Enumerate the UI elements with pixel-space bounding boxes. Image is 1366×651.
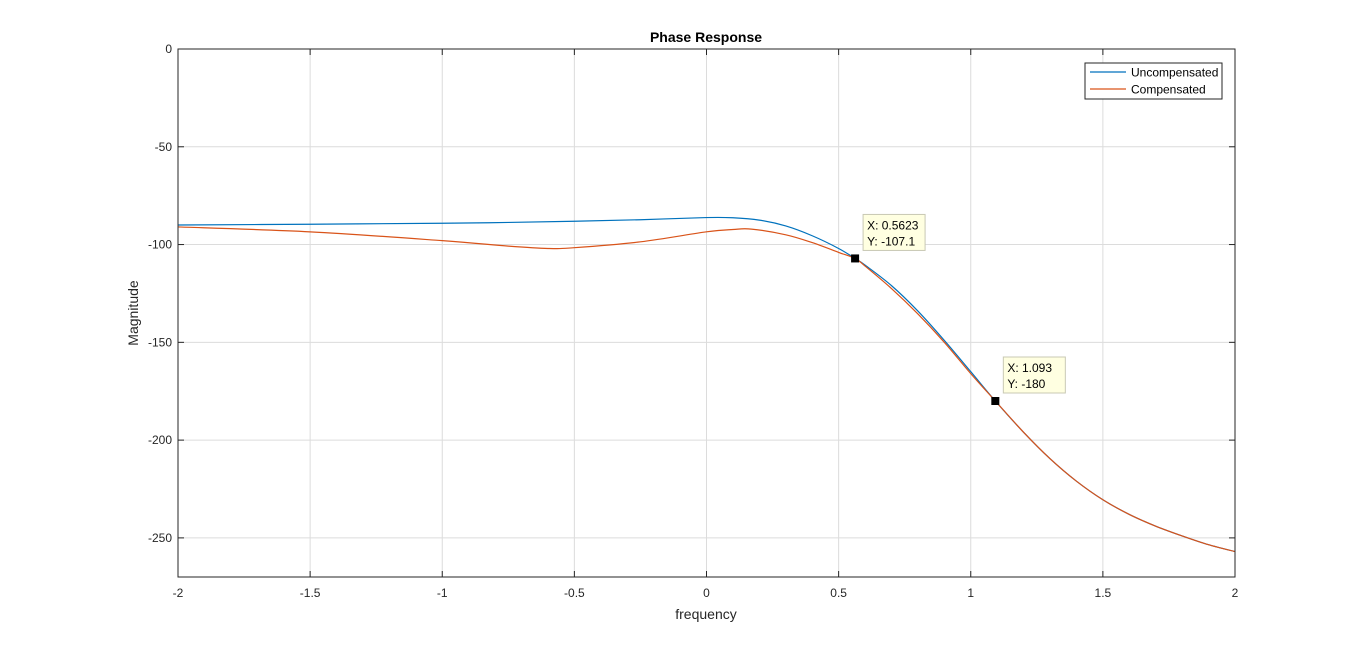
legend-box [1084,62,1223,100]
y-axis-label: Magnitude [125,280,141,346]
datatip-box[interactable] [862,213,926,251]
legend-label-compensated: Compensated [1131,83,1206,97]
y-tick-label: -50 [155,140,173,154]
datatip-marker[interactable] [851,254,860,263]
axis-ticks: -2 -1.5 -1 -0.5 0 0.5 1 1.5 2 0 -50 -100 -150 -200 -25… [148,42,1239,600]
y-tick-label: -150 [148,335,172,349]
datatip-y-label: Y: -180 [1007,377,1045,391]
grid-lines [178,49,1235,577]
x-tick-label: 2 [1232,586,1239,600]
x-axis-label: frequency [675,606,736,622]
datatip-x-label: X: 1.093 [1007,361,1052,375]
legend[interactable]: Uncompensated Compensated [1084,62,1223,100]
y-tick-label: -250 [148,531,172,545]
x-tick-label: -1.5 [300,586,321,600]
x-tick-label: 1.5 [1095,586,1112,600]
x-tick-label: 0 [703,586,710,600]
legend-label-uncompensated: Uncompensated [1131,66,1218,80]
data-tips: X: 0.5623 Y: -107.1 X: 1.093 Y: -180 [851,213,1066,405]
datatip-x-label: X: 0.5623 [867,218,919,232]
datatip-marker[interactable] [991,397,1000,405]
datatip-box[interactable] [1002,356,1066,394]
chart-title: Phase Response [650,29,762,45]
y-tick-label: 0 [165,42,172,56]
x-tick-label: -0.5 [564,586,585,600]
x-tick-label: 0.5 [830,586,847,600]
y-tick-label: -100 [148,238,172,252]
x-tick-label: -1 [437,586,448,600]
x-tick-label: 1 [967,586,974,600]
datatip-y-label: Y: -107.1 [867,234,915,248]
x-tick-label: -2 [173,586,184,600]
y-tick-label: -200 [148,433,172,447]
